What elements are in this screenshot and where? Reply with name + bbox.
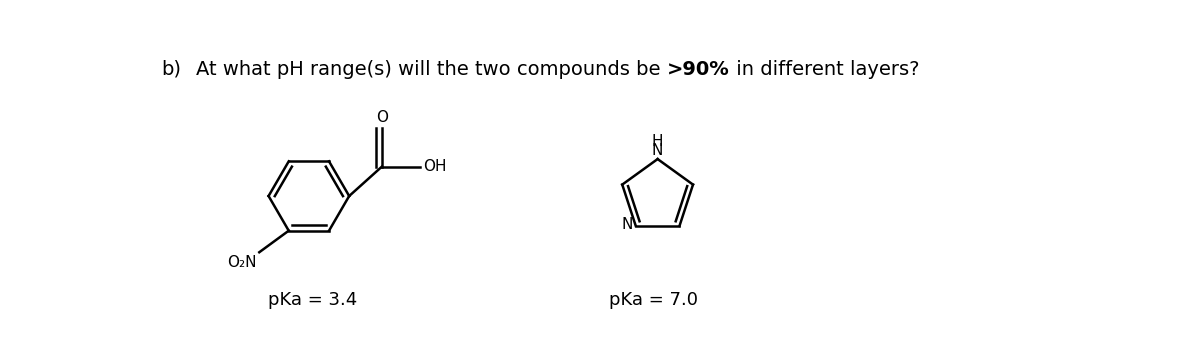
Text: pKa = 7.0: pKa = 7.0 (610, 291, 698, 309)
Text: H: H (652, 134, 664, 149)
Text: in different layers?: in different layers? (730, 60, 919, 79)
Text: O₂N: O₂N (227, 255, 256, 270)
Text: pKa = 3.4: pKa = 3.4 (268, 291, 358, 309)
Text: >90%: >90% (667, 60, 730, 79)
Text: OH: OH (422, 159, 446, 174)
Text: N: N (622, 217, 632, 232)
Text: At what pH range(s) will the two compounds be: At what pH range(s) will the two compoun… (197, 60, 667, 79)
Text: N: N (652, 143, 664, 158)
Text: O: O (376, 110, 388, 125)
Text: b): b) (162, 60, 181, 79)
